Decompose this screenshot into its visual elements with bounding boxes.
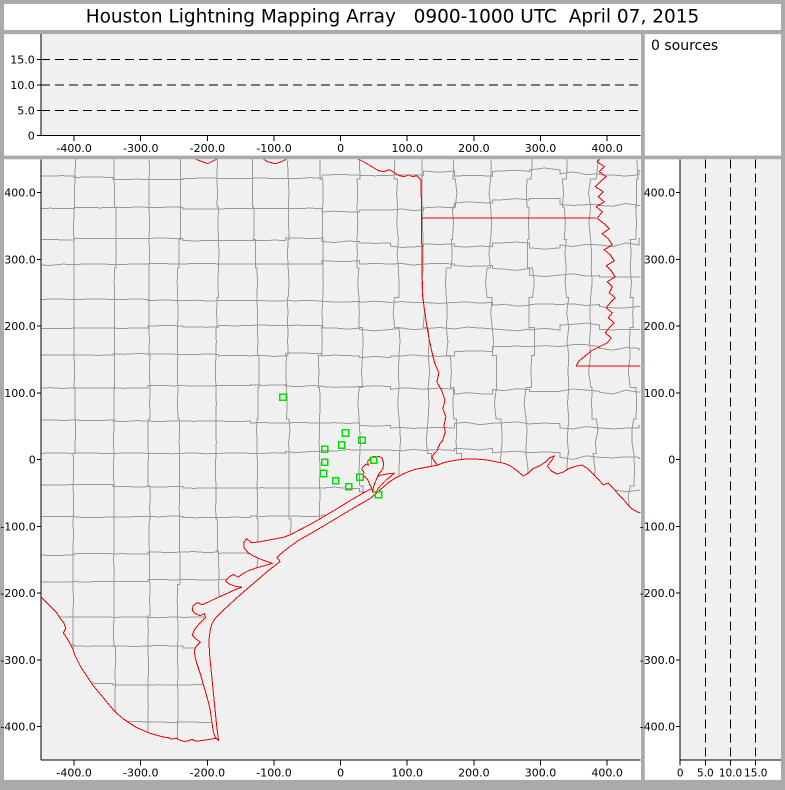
ns-tick-label: -200.0 [640, 587, 675, 600]
ns-tick-label: 200.0 [644, 320, 676, 333]
ns-tick-label: -100.0 [640, 520, 675, 533]
ns-tick-label: -400.0 [640, 721, 675, 734]
alt-tick-label: 5.0 [17, 104, 35, 117]
ew-tick-label: 100.0 [391, 767, 423, 780]
ew-tick-label: 200.0 [458, 767, 490, 780]
ns-tick-label: 100.0 [4, 387, 36, 400]
ns-tick-label: 200.0 [4, 320, 36, 333]
alt-tick-label: 0 [28, 130, 35, 143]
alt-tick-label: 15.0 [10, 54, 35, 67]
ns-tick-label: 100.0 [644, 387, 676, 400]
ew-tick-label: -400.0 [56, 767, 91, 780]
alt-tick-label: 5.0 [697, 768, 714, 780]
ns-tick-label: 300.0 [4, 253, 36, 266]
ew-tick-label: -100.0 [256, 767, 291, 780]
source-count: 0 sources [651, 38, 718, 54]
ew-tick-label: 0 [337, 142, 344, 155]
alt-tick-label: 0 [677, 768, 684, 780]
ns-tick-label: 400.0 [644, 187, 676, 200]
ew-tick-label: 400.0 [591, 767, 623, 780]
ew-tick-label: 400.0 [591, 142, 623, 155]
ns-tick-label: -400.0 [0, 721, 35, 734]
ns-tick-label: -300.0 [0, 654, 35, 667]
alt-tick-label: 10.0 [10, 79, 35, 92]
ns-tick-label: -300.0 [640, 654, 675, 667]
ns-tick-label: -100.0 [0, 520, 35, 533]
ew-tick-label: -200.0 [190, 142, 225, 155]
ns-tick-label: 400.0 [4, 187, 36, 200]
ew-tick-label: -400.0 [56, 142, 91, 155]
ns-tick-label: 300.0 [644, 253, 676, 266]
alt-tick-label: 10.0 [719, 768, 742, 780]
ew-tick-label: -200.0 [190, 767, 225, 780]
alt-tick-label: 15.0 [744, 768, 767, 780]
ew-tick-label: -300.0 [123, 767, 158, 780]
ew-tick-label: 200.0 [458, 142, 490, 155]
ew-tick-label: -300.0 [123, 142, 158, 155]
map-plot-area[interactable] [41, 159, 641, 760]
ew-tick-label: 300.0 [525, 142, 557, 155]
ew-tick-label: 300.0 [525, 767, 557, 780]
ns-tick-label: -200.0 [0, 587, 35, 600]
ew-tick-label: 100.0 [391, 142, 423, 155]
page-title: Houston Lightning Mapping Array 0900-100… [86, 7, 700, 28]
ew-tick-label: -100.0 [256, 142, 291, 155]
ew-tick-label: 0 [337, 767, 344, 780]
ns-tick-label: 0 [668, 454, 675, 467]
ns-tick-label: 0 [29, 454, 36, 467]
